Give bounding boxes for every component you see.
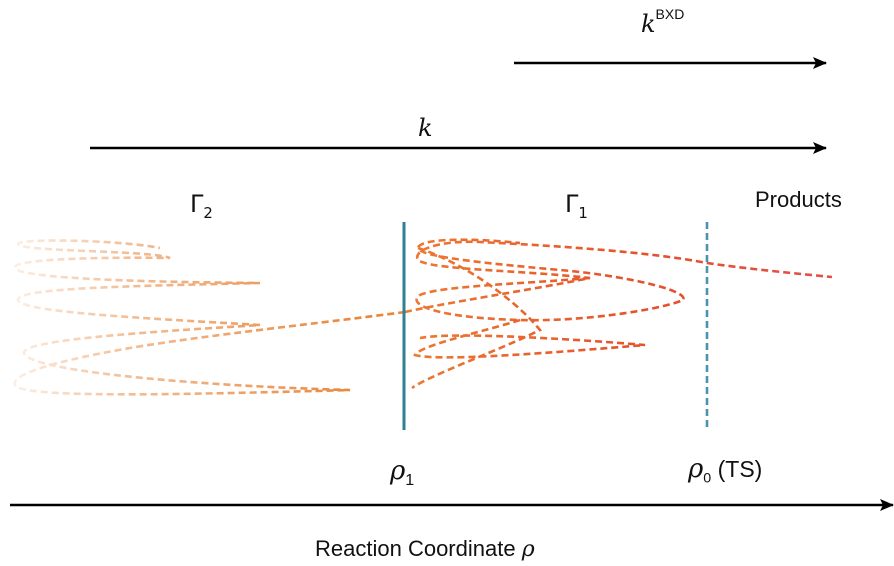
products-text: Products (755, 187, 842, 212)
gamma1-subscript: 1 (578, 203, 588, 222)
k-bxd-superscript: BXD (655, 6, 685, 22)
rho0-suffix: (TS) (717, 456, 763, 482)
rho0-base: ρ (688, 454, 704, 484)
k-bxd-label: kBXD (641, 7, 684, 38)
gamma2-subscript: 2 (203, 203, 213, 222)
axis-title-symbol: ρ (521, 537, 535, 562)
gamma2-base: Γ (190, 190, 204, 218)
k-label: k (418, 116, 433, 140)
trajectory-gamma2 (13, 239, 406, 396)
axis-title-text: Reaction Coordinate (315, 536, 516, 561)
products-label: Products (755, 189, 842, 211)
axis-title: Reaction Coordinate ρ (315, 538, 535, 561)
k-bxd-base: k (641, 10, 656, 38)
rho0-subscript: 0 (703, 470, 712, 487)
trajectory-gamma1 (404, 238, 833, 390)
rho1-subscript: 1 (405, 471, 415, 490)
gamma1-base: Γ (565, 190, 579, 218)
k-base: k (418, 114, 433, 142)
gamma1-label: Γ1 (565, 190, 588, 220)
gamma2-label: Γ2 (190, 190, 213, 220)
rho1-label: ρ1 (390, 456, 414, 488)
rho1-base: ρ (390, 456, 406, 486)
rho0-ts-label: ρ0 (TS) (688, 454, 763, 486)
